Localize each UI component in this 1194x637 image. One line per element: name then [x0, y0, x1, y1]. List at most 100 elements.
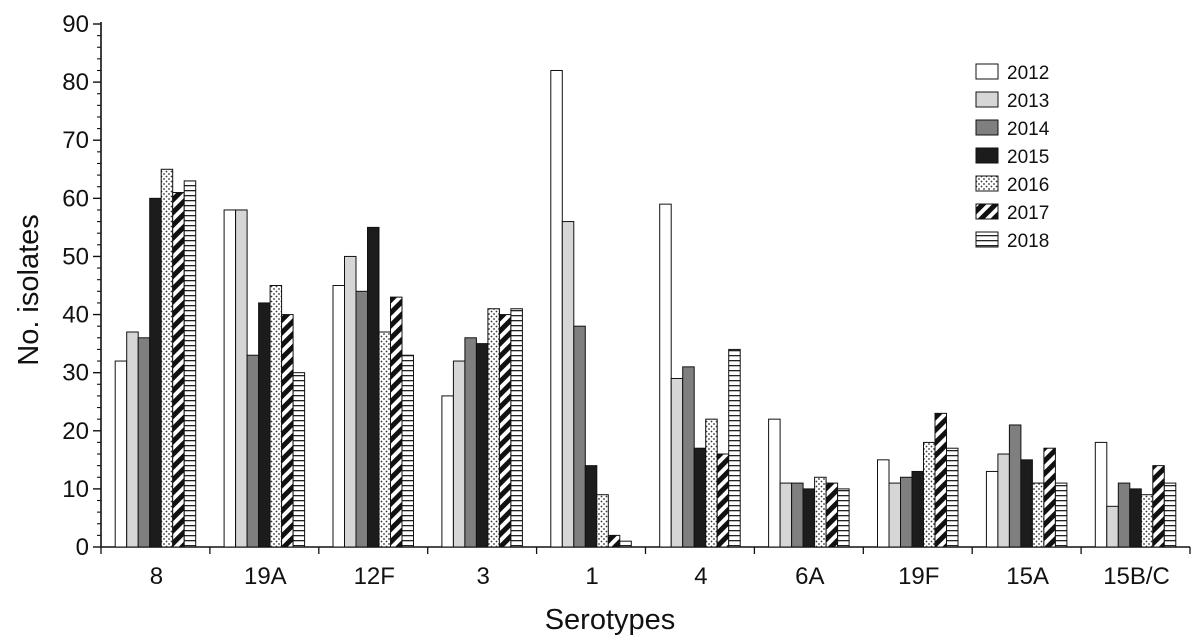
bar-2016-1 [596, 494, 609, 548]
y-axis-title: No. isolates [13, 214, 45, 366]
y-tick-label: 10 [62, 476, 89, 503]
bar-2016-3 [487, 308, 500, 548]
legend-label-2014: 2014 [1007, 119, 1050, 140]
bar-2012-3 [441, 395, 454, 548]
legend-swatch-2016 [975, 175, 999, 192]
legend-label-2018: 2018 [1007, 231, 1049, 252]
legend-label-2017: 2017 [1007, 203, 1049, 224]
x-tick-label: 12F [354, 563, 395, 590]
bar-2012-12F [332, 285, 345, 548]
bar-2018-8 [183, 180, 197, 548]
legend: 2012 2013 2014 2015 2016 2017 2018 [975, 63, 1050, 252]
bar-2015-12F [367, 226, 380, 548]
bar-2014-6A [791, 482, 804, 548]
bar-2013-19A [235, 209, 248, 548]
bar-2013-8 [126, 331, 139, 548]
bar-2012-4 [659, 203, 672, 548]
bar-2018-4 [728, 348, 741, 548]
bar-2013-15A [997, 453, 1010, 548]
bar-2012-8 [114, 360, 128, 548]
legend-swatch-2013 [975, 91, 999, 108]
bar-2018-19A [292, 372, 306, 548]
bar-2014-8 [137, 337, 151, 548]
legend-label-2012: 2012 [1007, 63, 1049, 84]
y-axis: 0 10 20 30 40 50 60 70 80 90 [62, 11, 102, 561]
bar-2016-15A [1031, 482, 1045, 548]
bar-2012-15B-C [1094, 441, 1108, 548]
legend-swatch-2018 [975, 231, 999, 248]
bar-2012-6A [768, 418, 781, 548]
y-tick-label: 40 [62, 302, 89, 329]
bar-2018-12F [401, 354, 414, 548]
x-tick-label: 19F [898, 563, 939, 590]
bar-2016-15B-C [1140, 494, 1154, 548]
bar-2017-19A [281, 314, 294, 548]
bar-2018-6A [837, 488, 850, 548]
bar-2016-6A [814, 476, 827, 548]
bar-2014-15A [1008, 424, 1022, 548]
bar-2014-15B-C [1117, 482, 1131, 548]
bar-2016-8 [160, 168, 174, 548]
x-tick-label: 1 [585, 563, 598, 590]
bar-2017-12F [390, 296, 403, 548]
x-tick-label: 15B/C [1103, 563, 1170, 590]
bar-2013-3 [452, 360, 466, 548]
legend-swatch-2014 [975, 119, 999, 136]
bar-2018-15A [1054, 482, 1068, 548]
y-tick-label: 70 [62, 127, 89, 154]
x-tick-label: 15A [1006, 563, 1049, 590]
bar-2015-3 [475, 343, 489, 548]
bar-2013-19F [888, 482, 901, 548]
y-tick-label: 30 [62, 360, 89, 387]
x-tick-label: 3 [476, 563, 489, 590]
bar-2015-1 [584, 465, 598, 548]
bar-2017-6A [825, 482, 839, 548]
bar-2018-3 [510, 308, 523, 548]
legend-label-2016: 2016 [1007, 175, 1049, 196]
bar-2013-6A [779, 482, 793, 548]
bar-2017-15A [1043, 447, 1056, 548]
bar-2014-3 [464, 337, 477, 548]
bar-2015-8 [149, 197, 162, 548]
bars [114, 69, 1177, 548]
x-axis-title: Serotypes [545, 604, 676, 636]
legend-label-2015: 2015 [1007, 147, 1049, 168]
legend-label-2013: 2013 [1007, 91, 1049, 112]
bar-2015-15A [1020, 459, 1033, 548]
bar-2012-19F [877, 459, 890, 548]
bar-2015-6A [802, 488, 816, 548]
bar-2017-15B-C [1152, 465, 1165, 548]
x-axis: 8 19A 12F 3 1 4 6A 19F 15A 15B/C [100, 546, 1191, 590]
bar-2012-19A [223, 209, 237, 548]
bar-2015-4 [693, 447, 707, 548]
bar-2012-15A [985, 470, 999, 548]
bar-2014-12F [355, 290, 368, 548]
bar-2016-19A [269, 285, 283, 548]
x-tick-label: 19A [244, 563, 287, 590]
y-tick-label: 60 [62, 185, 89, 212]
bar-2014-1 [573, 325, 586, 548]
bar-2015-19A [258, 302, 271, 548]
bar-2017-3 [498, 314, 512, 548]
bar-2017-1 [607, 534, 621, 548]
bar-2018-15B-C [1163, 482, 1177, 548]
legend-swatch-2017 [975, 203, 999, 220]
bar-2013-15B-C [1106, 505, 1119, 548]
bar-2016-12F [378, 331, 391, 548]
bar-2015-15B-C [1129, 488, 1142, 548]
x-tick-label: 4 [694, 563, 707, 590]
bar-2015-19F [911, 470, 924, 548]
bar-2018-1 [619, 540, 632, 548]
y-tick-label: 0 [76, 534, 89, 561]
bar-2013-12F [344, 255, 357, 548]
bar-2014-19A [246, 354, 260, 548]
legend-swatch-2015 [975, 147, 999, 164]
bar-2016-19F [923, 441, 936, 548]
y-tick-label: 20 [62, 418, 89, 445]
y-tick-label: 50 [62, 243, 89, 270]
bar-2016-4 [705, 418, 718, 548]
bar-2017-8 [172, 192, 185, 548]
bar-2018-19F [946, 447, 959, 548]
x-tick-label: 6A [795, 563, 824, 590]
bar-2014-19F [900, 476, 913, 548]
